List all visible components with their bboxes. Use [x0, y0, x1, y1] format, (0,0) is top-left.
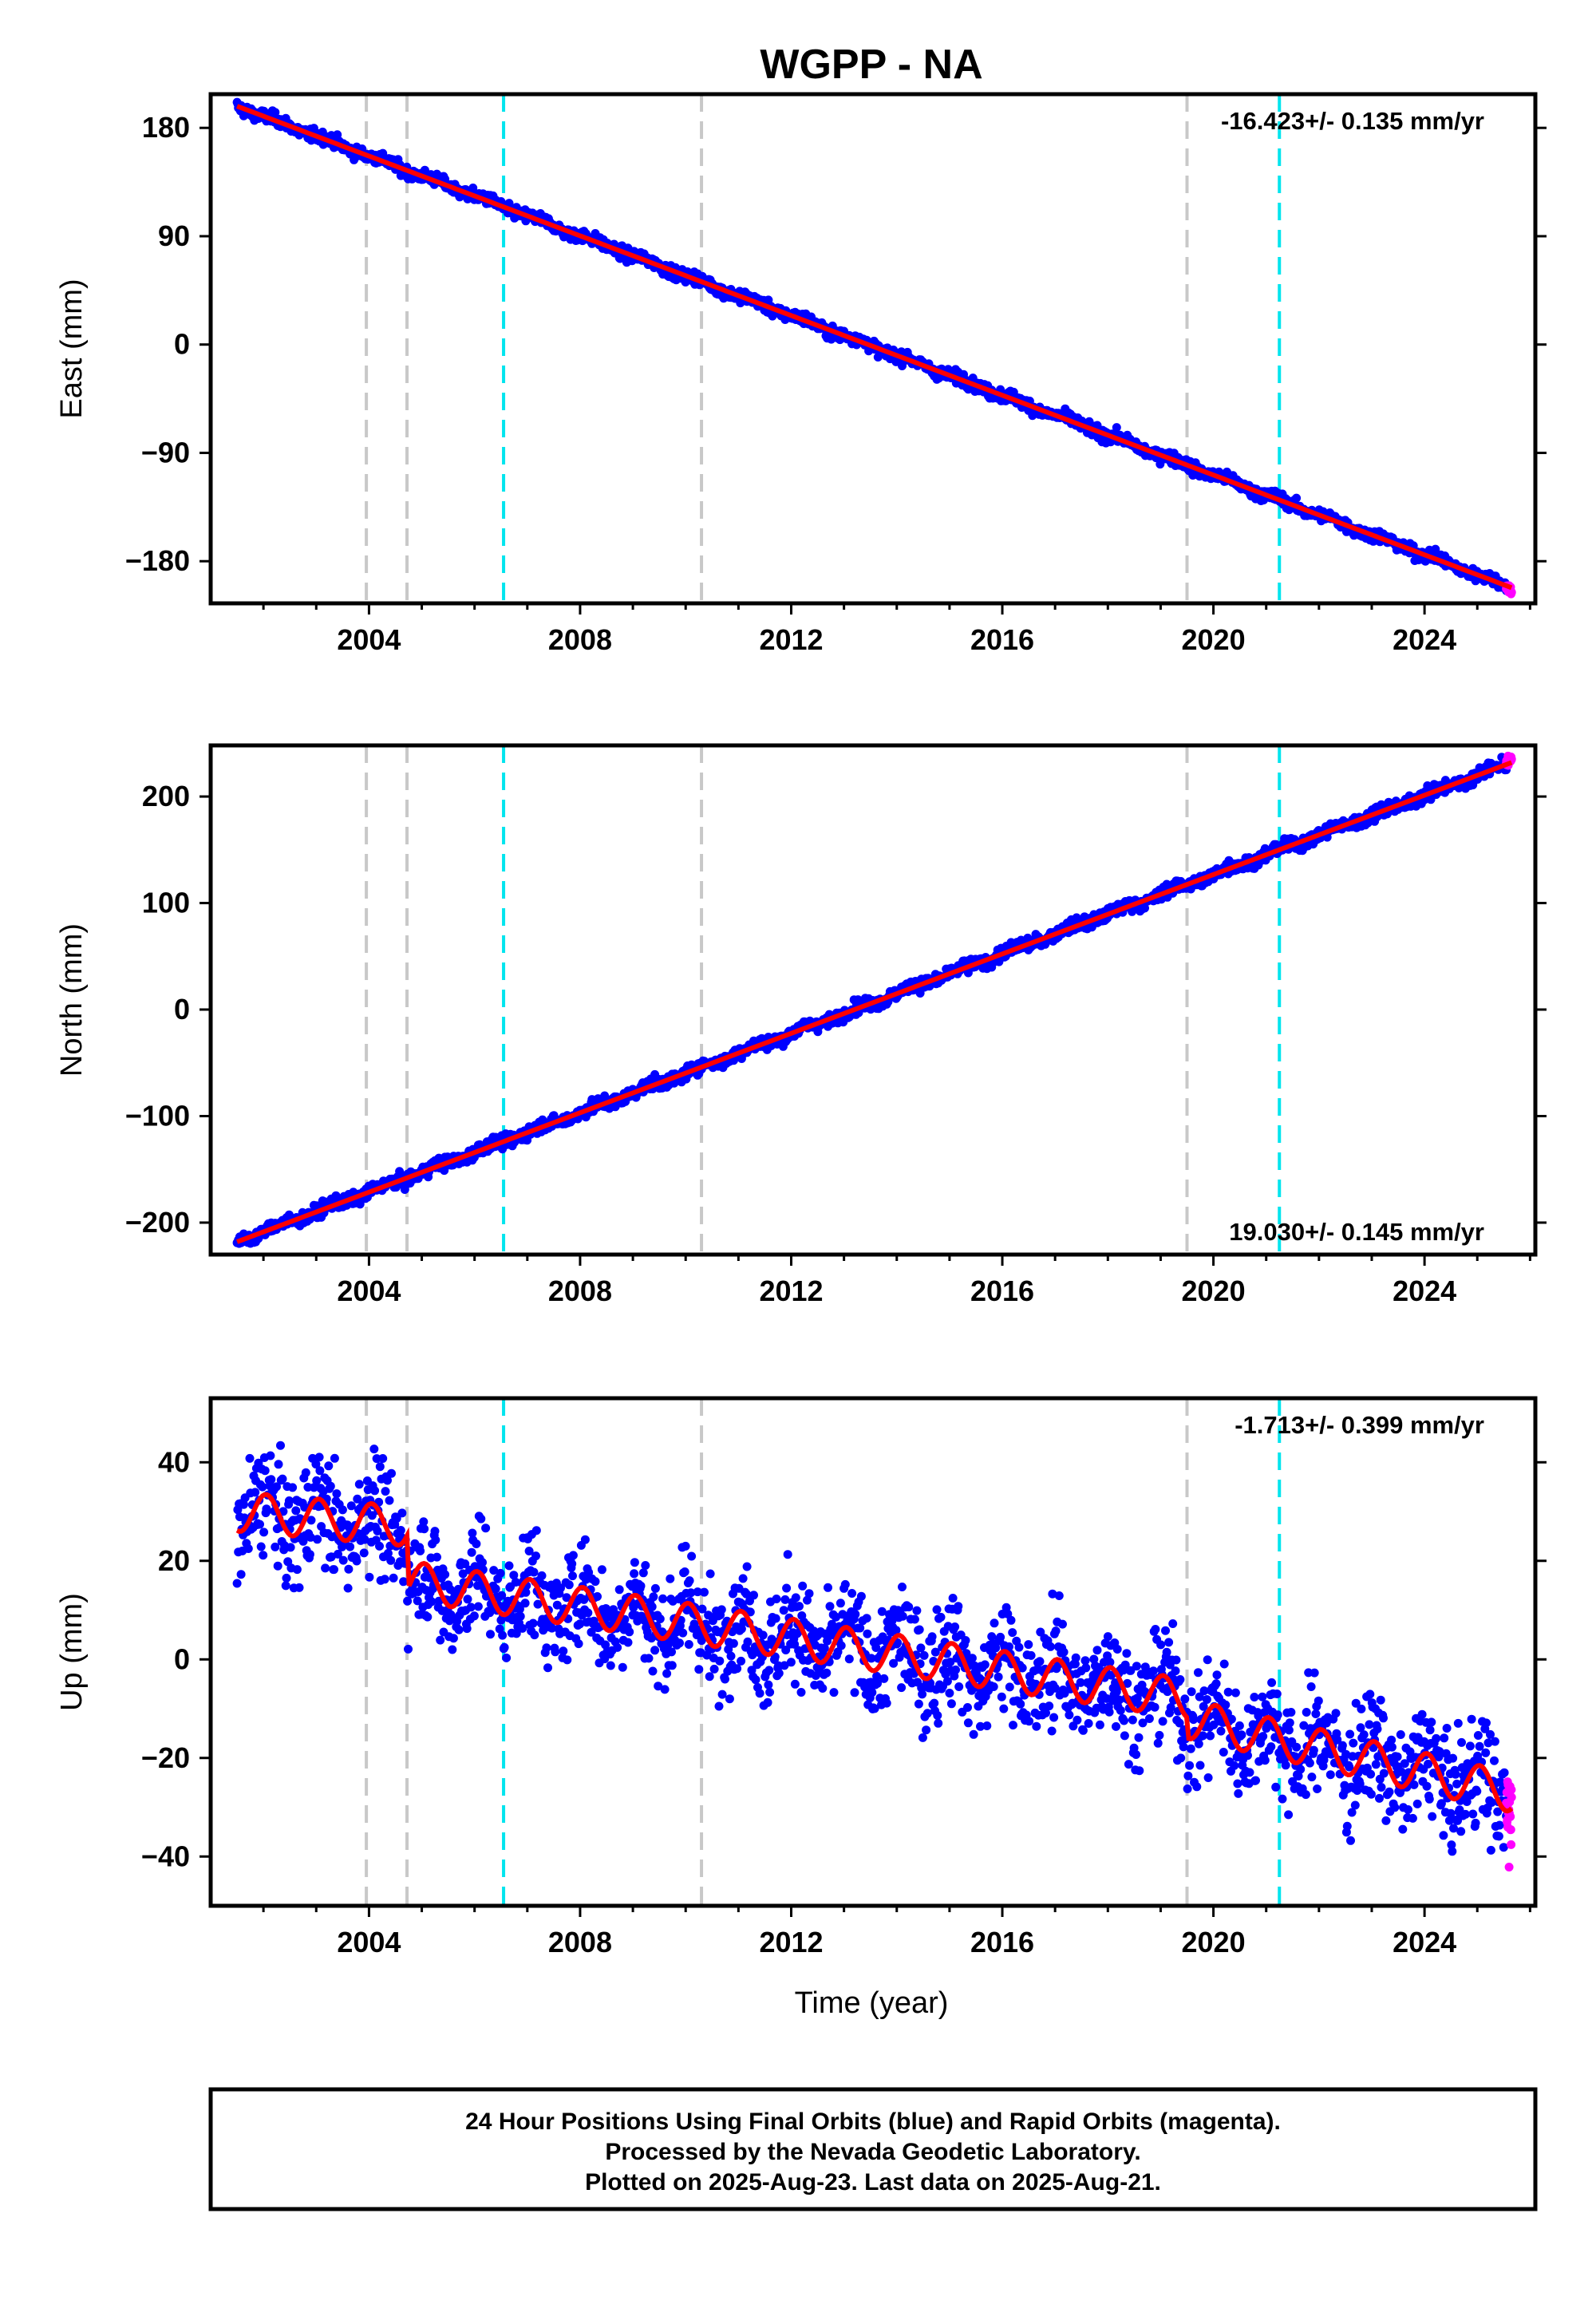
panel-frame-up — [208, 1396, 1538, 1908]
x-tick-label: 2008 — [548, 1275, 612, 1307]
y-tick-label: 0 — [174, 1642, 190, 1675]
y-axis-label-up: Up (mm) — [55, 1593, 89, 1711]
x-tick-label: 2020 — [1182, 623, 1246, 656]
plot-area-east — [232, 94, 1516, 603]
panel-north: 2004 2008 2012 2016 2020 2024 200 100 0 −100 −200 N… — [55, 743, 1547, 1307]
x-tick-label: 2016 — [970, 1275, 1034, 1307]
x-tick-label: 2012 — [759, 1275, 823, 1307]
x-tick-label: 2016 — [970, 1926, 1034, 1958]
y-tick-label: −90 — [141, 436, 190, 468]
chart-title: WGPP - NA — [760, 41, 982, 88]
y-tick-label: 0 — [174, 328, 190, 361]
x-tick-label: 2004 — [337, 623, 401, 656]
x-tick-label: 2012 — [759, 623, 823, 656]
y-tick-label: −100 — [125, 1099, 190, 1132]
y-tick-label: −200 — [125, 1206, 190, 1239]
y-tick-label: 40 — [158, 1445, 190, 1478]
y-axis-label-east: East (mm) — [55, 279, 89, 418]
y-tick-label: 200 — [142, 780, 190, 812]
y-tick-label: 20 — [158, 1544, 190, 1577]
panel-frame-north — [208, 743, 1538, 1257]
y-tick-label: −20 — [141, 1741, 190, 1774]
x-tick-label: 2024 — [1393, 1275, 1456, 1307]
x-tick-label: 2024 — [1393, 623, 1456, 656]
rate-label-up: -1.713+/- 0.399 mm/yr — [1235, 1411, 1484, 1439]
panels: 2004 2008 2012 2016 2020 2024 180 90 0 −90 −180 Eas… — [55, 92, 1547, 1958]
model-fit-east — [236, 104, 1513, 591]
x-tick-label: 2016 — [970, 623, 1034, 656]
model-fit-north — [236, 760, 1513, 1244]
panel-frame-east — [208, 92, 1538, 606]
y-tick-label: 180 — [142, 111, 190, 144]
x-tick-label: 2020 — [1182, 1926, 1246, 1958]
x-tick-label: 2024 — [1393, 1926, 1456, 1958]
panel-east: 2004 2008 2012 2016 2020 2024 180 90 0 −90 −180 Eas… — [55, 92, 1547, 656]
panel-up: 2004 2008 2012 2016 2020 2024 40 20 0 −20 −40 Up (m… — [55, 1396, 1547, 1958]
y-tick-label: −40 — [141, 1840, 190, 1872]
model-fit-up — [235, 1492, 1514, 1814]
plot-area-up — [232, 1398, 1516, 1906]
footer-line-3: Plotted on 2025-Aug-23. Last data on 202… — [585, 2169, 1161, 2195]
x-tick-label: 2020 — [1182, 1275, 1246, 1307]
rate-label-east: -16.423+/- 0.135 mm/yr — [1221, 107, 1484, 135]
x-tick-label: 2008 — [548, 1926, 612, 1958]
x-tick-label: 2004 — [337, 1275, 401, 1307]
rate-label-north: 19.030+/- 0.145 mm/yr — [1229, 1218, 1484, 1246]
y-axis-label-north: North (mm) — [55, 923, 89, 1077]
plot-area-north — [232, 745, 1516, 1255]
x-axis-label: Time (year) — [795, 1986, 949, 2020]
y-tick-label: 100 — [142, 887, 190, 919]
footer-line-2: Processed by the Nevada Geodetic Laborat… — [605, 2139, 1140, 2165]
x-tick-label: 2012 — [759, 1926, 823, 1958]
x-tick-label: 2008 — [548, 623, 612, 656]
footer-line-1: 24 Hour Positions Using Final Orbits (bl… — [465, 2109, 1281, 2135]
x-tick-label: 2004 — [337, 1926, 401, 1958]
y-tick-label: −180 — [125, 544, 190, 577]
y-tick-label: 0 — [174, 993, 190, 1026]
footer-box — [208, 2087, 1538, 2211]
y-tick-label: 90 — [158, 219, 190, 252]
